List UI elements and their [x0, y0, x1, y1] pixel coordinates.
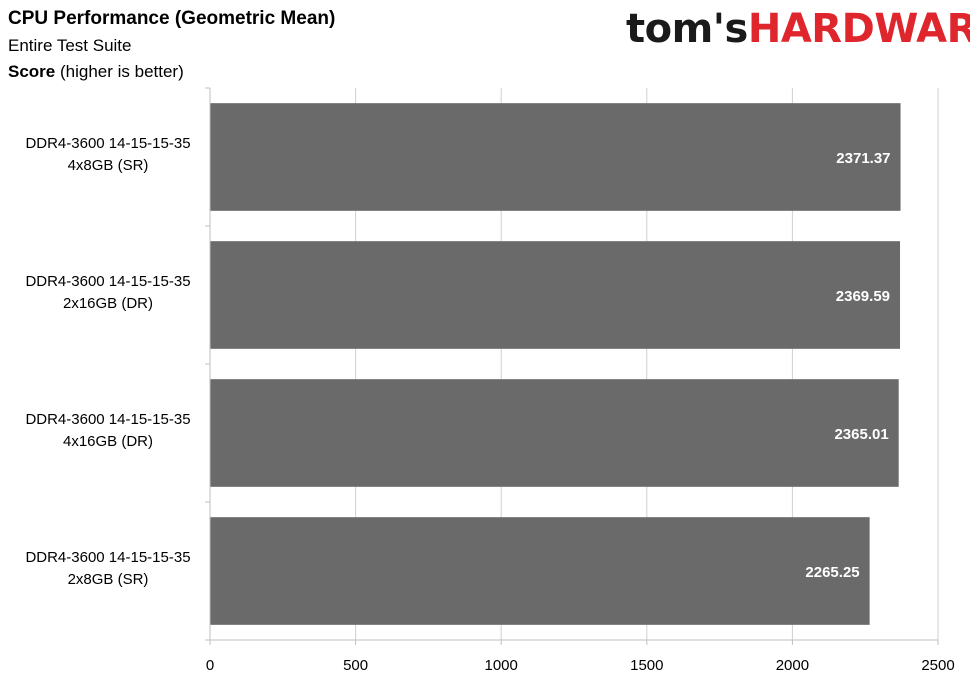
- category-label-1-line-0: DDR4-3600 14-15-15-35: [25, 273, 190, 290]
- data-label-1: 2369.59: [836, 288, 890, 305]
- category-label-3-line-0: DDR4-3600 14-15-15-35: [25, 549, 190, 566]
- x-tick-label-2: 1000: [485, 657, 518, 674]
- bar-0: [210, 103, 901, 211]
- category-label-0-line-0: DDR4-3600 14-15-15-35: [25, 135, 190, 152]
- logo-part-toms: tom's: [626, 6, 748, 52]
- unit-label-rest: (higher is better): [55, 62, 184, 81]
- category-label-2-line-1: 4x16GB (DR): [63, 433, 153, 450]
- category-label-0-line-1: 4x8GB (SR): [68, 157, 149, 174]
- x-tick-label-4: 2000: [776, 657, 809, 674]
- bar-3: [210, 517, 870, 625]
- data-label-3: 2265.25: [805, 564, 859, 581]
- bar-2: [210, 379, 899, 487]
- x-tick-label-3: 1500: [630, 657, 663, 674]
- logo-part-hardware: HARDWARE: [747, 6, 970, 52]
- category-label-2-line-0: DDR4-3600 14-15-15-35: [25, 411, 190, 428]
- x-tick-label-5: 2500: [921, 657, 954, 674]
- category-label-3-line-1: 2x8GB (SR): [68, 571, 149, 588]
- chart-subtitle: Entire Test Suite: [8, 36, 132, 55]
- data-label-0: 2371.37: [836, 150, 890, 167]
- x-tick-label-0: 0: [206, 657, 214, 674]
- unit-label: Score (higher is better): [8, 62, 184, 82]
- x-tick-label-1: 500: [343, 657, 368, 674]
- unit-label-bold: Score: [8, 62, 56, 81]
- category-label-1-line-1: 2x16GB (DR): [63, 295, 153, 312]
- data-label-2: 2365.01: [834, 426, 888, 443]
- toms-hardware-logo: tom'sHARDWARE: [626, 6, 970, 52]
- chart-title: CPU Performance (Geometric Mean): [8, 8, 336, 29]
- bar-1: [210, 241, 901, 349]
